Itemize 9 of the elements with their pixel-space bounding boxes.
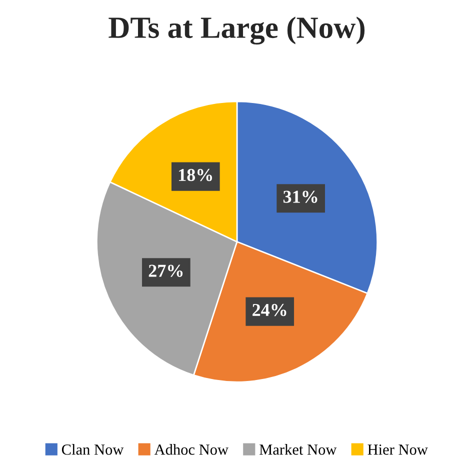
legend-label: Clan Now [62,444,124,455]
data-label: 24% [252,304,286,316]
legend-label: Hier Now [368,444,428,455]
chart-title: DTs at Large (Now) [108,16,365,45]
data-label: 31% [283,190,318,203]
data-label: 18% [179,168,212,182]
legend-label: Adhoc Now [154,444,228,455]
data-label: 27% [148,264,183,277]
legend-label: Market Now [260,444,337,455]
